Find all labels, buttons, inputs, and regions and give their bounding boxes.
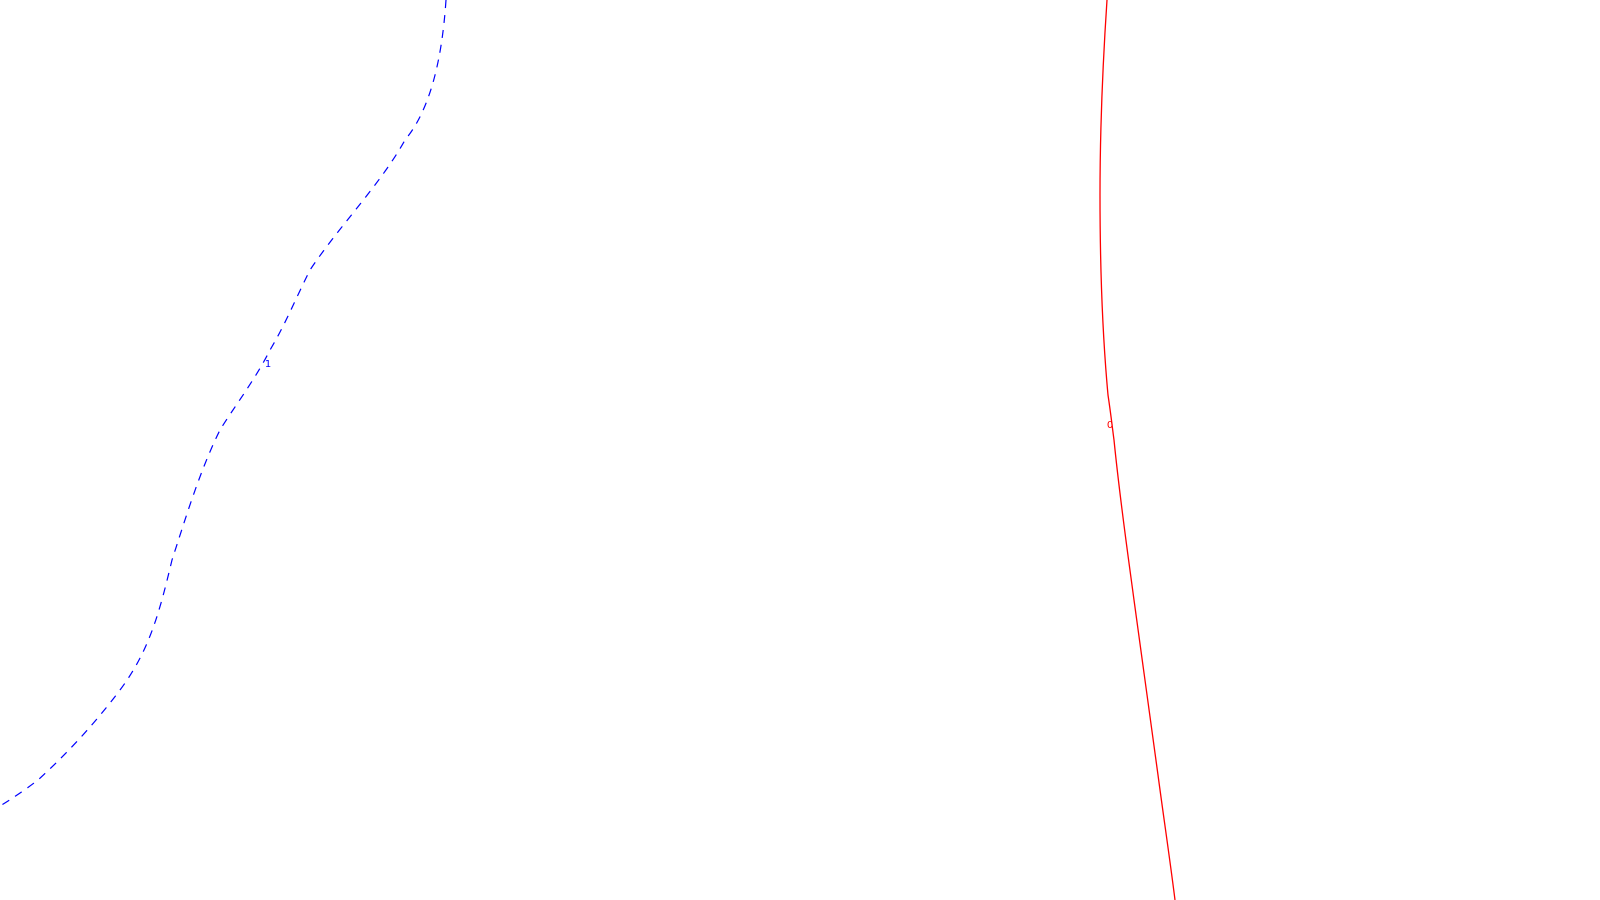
contour-0-label: 0 — [1107, 420, 1113, 431]
contour-line-0: 0 — [1099, 0, 1176, 900]
contour-line-1: 1 — [0, 0, 447, 807]
contour-1-label: 1 — [265, 359, 271, 370]
contour-1-path — [0, 0, 447, 807]
contour-0-path — [1099, 0, 1176, 900]
